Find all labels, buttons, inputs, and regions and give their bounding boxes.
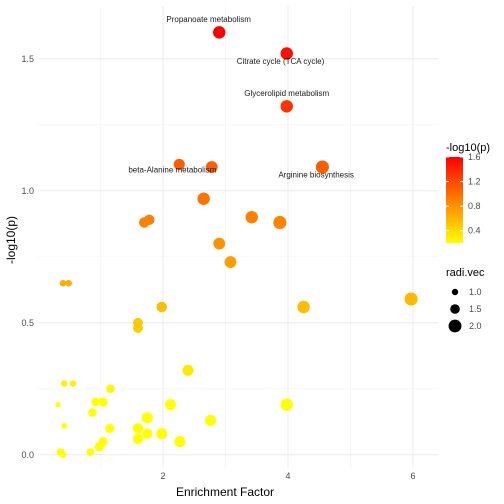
size-legend: radi.vec 1.0 1.5 2.0	[446, 267, 485, 333]
data-point	[197, 192, 210, 205]
data-point	[60, 380, 68, 387]
y-tick-label: 1.0	[21, 186, 34, 196]
data-point	[173, 158, 185, 170]
color-legend-title: -log10(p)	[446, 142, 490, 154]
data-point	[273, 215, 287, 230]
y-tick-label: 0.0	[21, 450, 34, 460]
x-tick-label: 6	[410, 471, 415, 481]
point-annotation: Citrate cycle (TCA cycle)	[237, 57, 325, 66]
data-point	[224, 256, 237, 268]
data-point	[213, 26, 226, 39]
point-annotation: Glycerolipid metabolism	[244, 89, 329, 98]
color-legend-label: 1.6	[468, 152, 481, 162]
data-point	[315, 160, 329, 174]
size-legend-label: 2.0	[469, 321, 482, 331]
data-point	[98, 397, 108, 407]
y-tick-label: 1.5	[21, 54, 34, 64]
size-legend-label: 1.5	[469, 304, 482, 314]
size-legend-title: radi.vec	[446, 267, 485, 279]
data-point	[156, 301, 167, 313]
data-point	[182, 364, 194, 376]
y-axis-title: -log10(p)	[4, 216, 18, 264]
data-point	[280, 47, 293, 60]
data-point	[297, 300, 310, 314]
size-legend-dot	[450, 304, 460, 314]
data-point	[205, 161, 218, 173]
color-legend-ticks: 1.6 1.2 0.8 0.4	[446, 152, 481, 236]
data-point	[65, 279, 72, 287]
y-tick-label: 0.5	[21, 318, 34, 328]
point-annotation: Propanoate metabolism	[166, 15, 251, 24]
annotations: Propanoate metabolism Citrate cycle (TCA …	[128, 15, 354, 180]
point-annotation: beta-Alanine metabolism	[128, 165, 216, 174]
data-point	[156, 428, 168, 440]
data-point	[86, 448, 95, 457]
size-legend-items: 1.0 1.5 2.0	[448, 287, 482, 333]
data-point	[55, 402, 61, 408]
data-point	[144, 214, 155, 226]
y-axis-ticks: 0.0 0.5 1.0 1.5	[21, 54, 34, 460]
data-points	[55, 26, 418, 459]
color-legend-label: 1.2	[468, 177, 481, 187]
data-point	[142, 428, 153, 439]
data-point	[59, 279, 67, 287]
x-tick-label: 2	[160, 471, 165, 481]
data-point	[105, 423, 115, 433]
size-legend-dot	[451, 288, 459, 296]
x-axis-ticks: 2 4 6	[160, 471, 415, 481]
data-point	[106, 384, 115, 394]
color-legend-bar	[446, 157, 463, 243]
data-point	[98, 437, 108, 447]
data-point	[141, 412, 153, 424]
data-point	[280, 398, 293, 411]
point-annotation: Arginine biosynthesis	[278, 171, 354, 180]
data-point	[132, 423, 144, 434]
size-legend-dot	[448, 319, 462, 333]
color-legend-label: 0.4	[468, 226, 481, 236]
data-point	[88, 408, 97, 417]
data-point	[245, 210, 258, 224]
data-point	[204, 414, 217, 427]
data-point	[280, 100, 293, 113]
data-point	[91, 397, 100, 407]
grid	[38, 6, 438, 468]
x-axis-title: Enrichment Factor	[176, 485, 274, 499]
data-point	[56, 448, 65, 457]
data-point	[132, 433, 144, 445]
color-legend: -log10(p) 1.6 1.2 0.8 0.4	[446, 142, 490, 243]
color-legend-label: 0.8	[468, 201, 481, 211]
data-point	[404, 292, 418, 306]
data-point	[213, 237, 226, 250]
size-legend-label: 1.0	[469, 287, 482, 297]
data-point	[174, 436, 186, 448]
data-point	[61, 422, 68, 429]
data-point	[133, 317, 143, 328]
x-tick-label: 4	[285, 471, 290, 481]
data-point	[164, 399, 177, 411]
data-point	[69, 380, 77, 387]
